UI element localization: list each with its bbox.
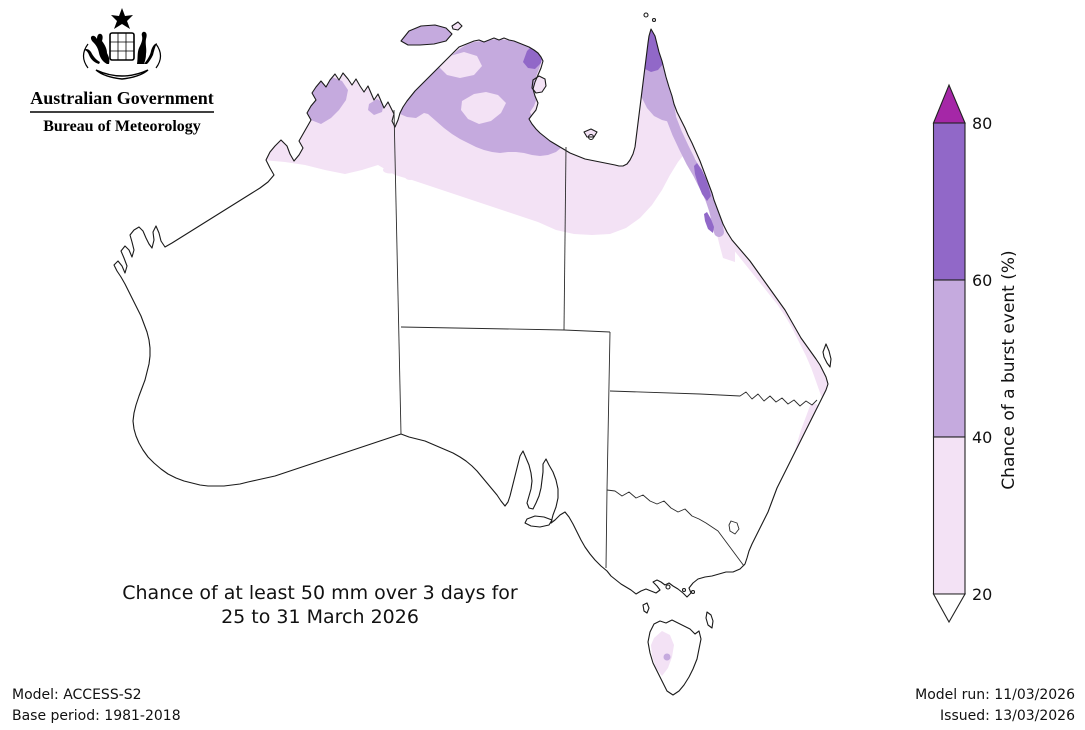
shade-holes — [438, 52, 506, 124]
colorbar-segment-60-80 — [932, 122, 966, 281]
bom-logo: Australian Government Bureau of Meteorol… — [30, 8, 214, 135]
coat-of-arms-icon — [82, 8, 162, 80]
footer-issued: Issued: 13/03/2026 — [940, 708, 1075, 724]
phillip-island — [665, 584, 671, 590]
flinders-island — [705, 611, 714, 629]
border-act — [728, 520, 740, 535]
border-qld-sa — [563, 329, 611, 333]
footer-model: Model: ACCESS-S2 — [12, 687, 142, 703]
border-nt-sa — [400, 326, 565, 331]
colorbar-ticks: 80 60 40 20 — [972, 114, 992, 604]
map-title: Chance of at least 50 mm over 3 days for… — [122, 582, 518, 628]
groote-eylandt — [531, 75, 547, 94]
colorbar-segment-40-60 — [932, 279, 966, 438]
footer: Model: ACCESS-S2 Base period: 1981-2018 … — [12, 687, 1075, 724]
border-qld-nsw — [609, 390, 818, 407]
torres-strait-island — [643, 12, 649, 18]
state-borders — [393, 109, 818, 569]
title-line-2: 25 to 31 March 2026 — [221, 606, 419, 628]
tiwi-islands — [400, 24, 453, 46]
coastline — [113, 12, 832, 696]
tick-80: 80 — [972, 114, 992, 133]
colorbar-arrow-below-20 — [932, 593, 966, 624]
bass-strait-island — [681, 587, 687, 593]
pellew-islands — [587, 133, 595, 141]
border-nt-qld — [563, 146, 567, 331]
colorbar-arrow-above-80 — [932, 83, 966, 124]
croker-island — [451, 21, 463, 31]
border-nsw-vic — [606, 489, 745, 567]
title-line-1: Chance of at least 50 mm over 3 days for — [122, 582, 518, 604]
torres-strait-island — [651, 17, 657, 23]
footer-base-period: Base period: 1981-2018 — [12, 708, 181, 724]
mornington-island — [583, 128, 598, 138]
tick-40: 40 — [972, 428, 992, 447]
logo-government-text: Australian Government — [30, 88, 214, 108]
border-wa — [393, 109, 402, 435]
colorbar-axis-label: Chance of a burst event (%) — [999, 250, 1019, 489]
kangaroo-island — [524, 515, 553, 528]
footer-model-run: Model run: 11/03/2026 — [915, 687, 1075, 703]
bass-strait-island — [690, 589, 696, 595]
fraser-island — [822, 343, 832, 368]
king-island — [642, 602, 650, 614]
colorbar: 80 60 40 20 Chance of a burst event (%) — [932, 83, 1019, 624]
tasmania — [647, 619, 702, 696]
logo-bureau-text: Bureau of Meteorology — [43, 118, 201, 135]
tick-60: 60 — [972, 271, 992, 290]
tick-20: 20 — [972, 585, 992, 604]
colorbar-segment-20-40 — [932, 436, 966, 595]
